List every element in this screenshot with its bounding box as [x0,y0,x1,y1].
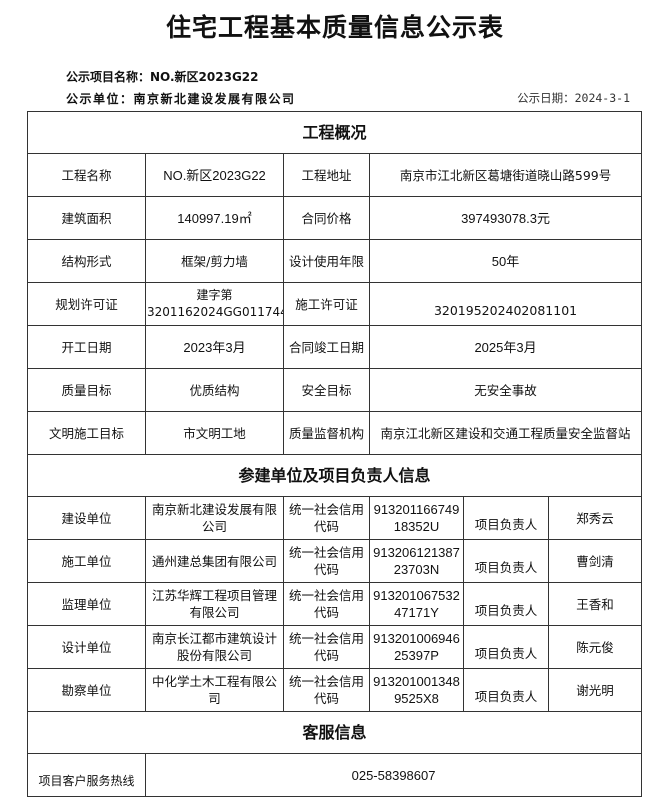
overview-value: 397493078.3元 [368,196,643,240]
project-lead-label: 项目负责人 [463,582,549,626]
overview-row: 质量目标 优质结构 安全目标 无安全事故 [27,368,643,412]
project-lead-label: 项目负责人 [463,539,549,583]
project-lead-label: 项目负责人 [463,625,549,669]
project-name: 公示项目名称：NO.新区2023G22 [66,70,259,84]
overview-value: 50年 [368,239,643,283]
overview-label: 施工许可证 [283,282,370,326]
overview-value: 2023年3月 [145,325,284,369]
participant-role: 勘察单位 [27,668,146,712]
project-lead-label: 项目负责人 [463,668,549,712]
credit-code: 91320612138723703N [369,539,464,583]
overview-row: 开工日期 2023年3月 合同竣工日期 2025年3月 [27,325,643,369]
overview-value: 建字第3201162024GG0117448 [145,282,284,326]
publishing-unit: 公示单位：南京新北建设发展有限公司 [66,92,296,106]
overview-label: 建筑面积 [27,196,146,240]
section-heading-overview: 工程概况 [26,111,643,154]
participant-row: 监理单位 江苏华辉工程项目管理有限公司 统一社会信用代码 91320106753247… [27,582,643,626]
project-lead-label: 项目负责人 [463,496,549,540]
project-lead-name: 郑秀云 [547,496,643,540]
participant-company: 江苏华辉工程项目管理有限公司 [145,582,284,626]
participant-row: 建设单位 南京新北建设发展有限公司 统一社会信用代码 9132011667491835… [27,496,643,540]
overview-value: NO.新区2023G22 [145,153,284,197]
project-lead-name: 谢光明 [547,668,643,712]
overview-label: 设计使用年限 [283,239,370,283]
credit-code: 91320116674918352U [369,496,464,540]
hotline-value: 025-58398607 [144,753,643,797]
overview-value: 市文明工地 [145,411,284,455]
section-heading-service: 客服信息 [26,711,643,754]
overview-row: 规划许可证 建字第3201162024GG0117448 施工许可证 32019520… [27,282,643,326]
overview-label: 工程名称 [27,153,146,197]
project-lead-name: 陈元俊 [547,625,643,669]
hotline-label: 项目客户服务热线 [27,753,146,797]
overview-row: 文明施工目标 市文明工地 质量监督机构 南京江北新区建设和交通工程质量安全监督站 [27,411,643,455]
info-table: 工程概况 工程名称 NO.新区2023G22 工程地址 南京市江北新区葛塘街道晓山路5… [26,111,643,797]
credit-code: 9132010013489525X8 [369,668,464,712]
overview-label: 合同价格 [283,196,370,240]
overview-value: 320195202402081101 [368,282,643,326]
participant-row: 设计单位 南京长江都市建筑设计股份有限公司 统一社会信用代码 913201006946… [27,625,643,669]
overview-value: 框架/剪力墙 [145,239,284,283]
overview-label: 开工日期 [27,325,146,369]
overview-label: 质量目标 [27,368,146,412]
participant-company: 南京新北建设发展有限公司 [145,496,284,540]
participant-role: 监理单位 [27,582,146,626]
overview-label: 结构形式 [27,239,146,283]
overview-row: 建筑面积 140997.19㎡ 合同价格 397493078.3元 [27,196,643,240]
section-heading-participants: 参建单位及项目负责人信息 [26,454,643,497]
overview-label: 工程地址 [283,153,370,197]
participant-row: 勘察单位 中化学土木工程有限公司 统一社会信用代码 9132010013489525X… [27,668,643,712]
participant-role: 设计单位 [27,625,146,669]
credit-code: 91320106753247171Y [369,582,464,626]
overview-label: 安全目标 [283,368,370,412]
overview-label: 规划许可证 [27,282,146,326]
participant-company: 南京长江都市建筑设计股份有限公司 [145,625,284,669]
overview-label: 文明施工目标 [27,411,146,455]
overview-row: 结构形式 框架/剪力墙 设计使用年限 50年 [27,239,643,283]
overview-value: 140997.19㎡ [145,196,284,240]
overview-value: 南京江北新区建设和交通工程质量安全监督站 [368,411,643,455]
credit-code-label: 统一社会信用代码 [283,668,370,712]
page-title: 住宅工程基本质量信息公示表 [165,13,504,42]
overview-label: 合同竣工日期 [283,325,370,369]
credit-code-label: 统一社会信用代码 [283,496,370,540]
participant-row: 施工单位 通州建总集团有限公司 统一社会信用代码 91320612138723703N… [27,539,643,583]
participant-role: 施工单位 [27,539,146,583]
overview-value: 南京市江北新区葛塘街道晓山路599号 [368,153,643,197]
overview-label: 质量监督机构 [283,411,370,455]
credit-code-label: 统一社会信用代码 [283,539,370,583]
overview-value: 优质结构 [145,368,284,412]
credit-code-label: 统一社会信用代码 [283,625,370,669]
project-lead-name: 王香和 [547,582,643,626]
participant-company: 中化学土木工程有限公司 [145,668,284,712]
project-lead-name: 曹剑清 [547,539,643,583]
publish-date: 公示日期：2024-3-1 [517,91,630,105]
credit-code-label: 统一社会信用代码 [283,582,370,626]
overview-row: 工程名称 NO.新区2023G22 工程地址 南京市江北新区葛塘街道晓山路599号 [27,153,643,197]
overview-value: 无安全事故 [368,368,643,412]
participant-role: 建设单位 [27,496,146,540]
credit-code: 91320100694625397P [369,625,464,669]
overview-value: 2025年3月 [368,325,643,369]
participant-company: 通州建总集团有限公司 [145,539,284,583]
